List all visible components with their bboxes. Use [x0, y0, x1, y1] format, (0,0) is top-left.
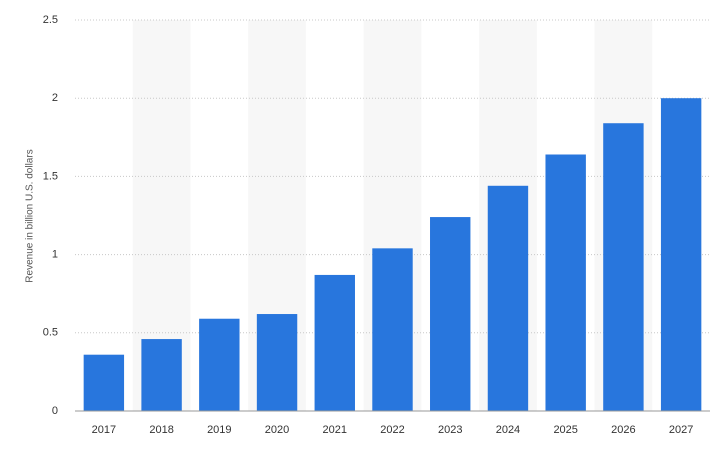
x-tick-label: 2017 [92, 424, 116, 436]
bar [83, 354, 125, 411]
y-axis-title: Revenue in billion U.S. dollars [25, 149, 36, 282]
y-tick-label: 0 [52, 405, 58, 417]
bar [603, 123, 644, 411]
y-tick-label: 2.5 [43, 14, 58, 26]
bar [199, 318, 240, 411]
x-tick-label: 2018 [149, 424, 173, 436]
x-tick-label: 2022 [380, 424, 404, 436]
x-tick-label: 2019 [207, 424, 231, 436]
bar [256, 314, 298, 411]
x-tick-label: 2026 [611, 424, 635, 436]
x-tick-label: 2024 [496, 424, 520, 436]
bar [372, 248, 413, 411]
bar [141, 339, 182, 411]
bar [660, 98, 702, 411]
y-tick-label: 1.5 [43, 170, 58, 182]
bar [430, 217, 471, 411]
bar [545, 154, 586, 411]
x-tick-label: 2025 [553, 424, 577, 436]
y-tick-label: 2 [52, 92, 58, 104]
bar [314, 274, 355, 411]
bar [487, 185, 529, 411]
x-tick-label: 2027 [669, 424, 693, 436]
y-tick-label: 1 [52, 249, 58, 261]
x-tick-label: 2021 [323, 424, 347, 436]
x-tick-label: 2020 [265, 424, 289, 436]
y-tick-label: 0.5 [43, 327, 58, 339]
x-tick-label: 2023 [438, 424, 462, 436]
